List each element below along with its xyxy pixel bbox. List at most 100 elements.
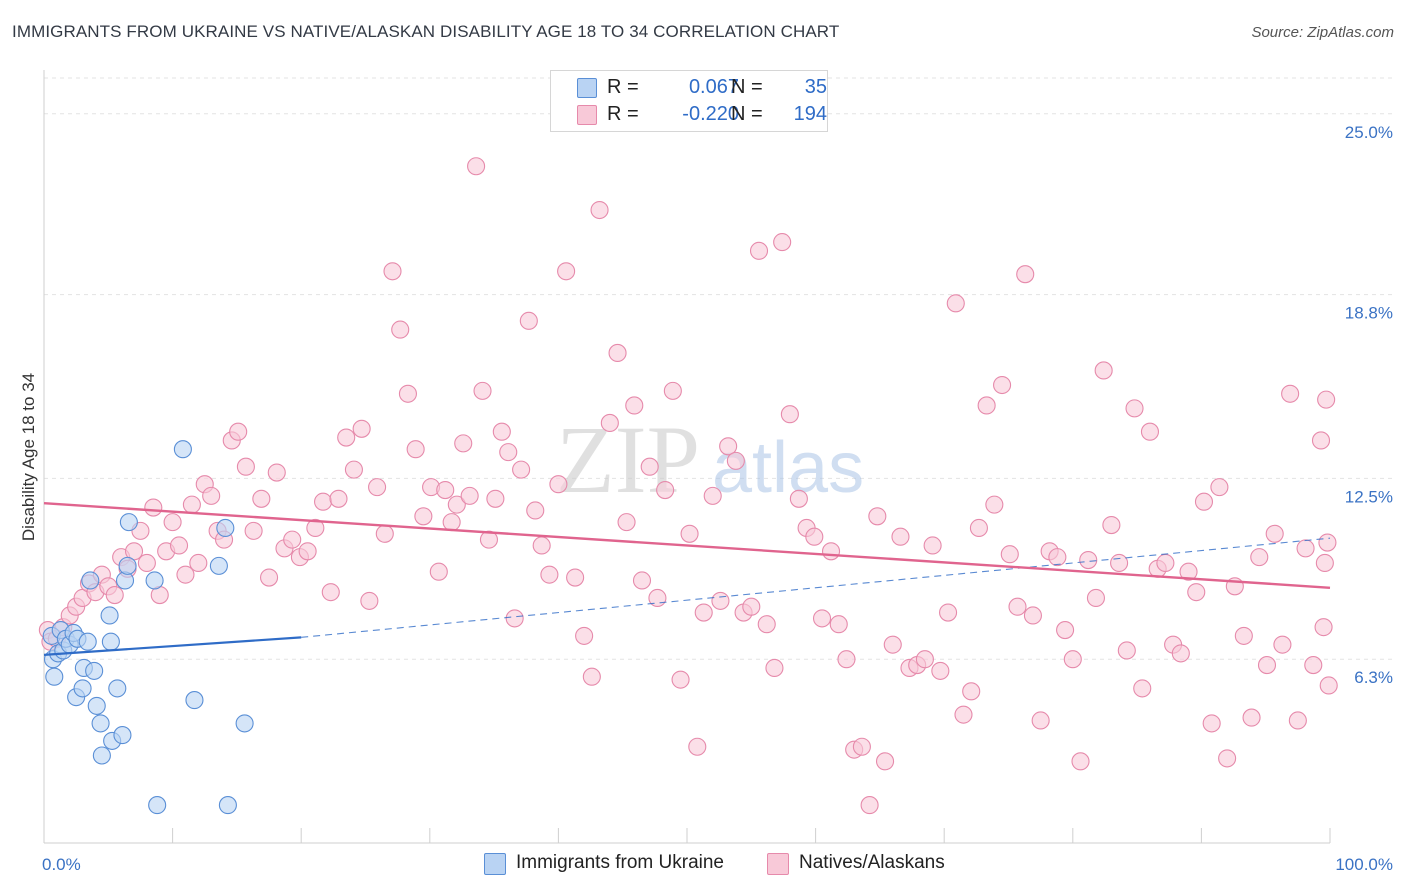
data-point-natives <box>632 571 652 590</box>
y-axis-title: Disability Age 18 to 34 <box>19 373 38 541</box>
data-point-natives <box>1125 399 1144 418</box>
legend-r-value: 0.067 <box>688 76 739 98</box>
data-point-natives <box>1304 656 1323 675</box>
y-tick-label: 12.5% <box>1345 487 1393 506</box>
data-point-natives <box>473 381 492 400</box>
data-point-natives <box>1242 708 1261 727</box>
data-point-natives <box>202 486 221 505</box>
y-tick-labels: 6.3% 12.5% 18.8% 25.0% <box>1345 123 1393 687</box>
data-point-natives <box>398 384 417 403</box>
data-point-ukraine <box>148 796 167 815</box>
series-natives-alaskans <box>38 157 1338 815</box>
data-point-natives <box>182 495 201 514</box>
data-point-natives <box>540 565 559 584</box>
data-point-natives <box>789 489 808 508</box>
data-point-natives <box>711 591 730 610</box>
data-point-natives <box>1273 635 1292 654</box>
data-point-natives <box>479 530 499 549</box>
data-point-natives <box>454 434 473 453</box>
data-point-ukraine <box>235 714 254 733</box>
data-point-natives <box>368 478 387 497</box>
data-point-natives <box>375 524 394 543</box>
data-point-ukraine <box>218 796 237 815</box>
data-point-natives <box>915 650 934 669</box>
data-point-ukraine <box>108 679 127 698</box>
data-point-natives <box>383 262 402 281</box>
data-point-natives <box>512 460 531 479</box>
data-point-natives <box>447 495 466 514</box>
data-point-natives <box>1257 656 1277 675</box>
data-point-natives <box>526 501 545 520</box>
data-point-natives <box>1156 553 1175 573</box>
y-tick-label: 25.0% <box>1345 123 1393 142</box>
data-point-natives <box>1265 524 1284 543</box>
data-point-natives <box>1031 711 1050 730</box>
data-point-natives <box>236 457 255 476</box>
data-point-natives <box>600 413 619 433</box>
data-point-natives <box>252 489 271 508</box>
data-point-natives <box>1210 478 1229 497</box>
data-point-natives <box>969 518 988 538</box>
x-tick-label-min: 0.0% <box>42 855 81 874</box>
data-point-natives <box>765 658 784 678</box>
y-tick-label: 18.8% <box>1345 304 1393 323</box>
data-point-natives <box>1202 714 1221 733</box>
data-point-ukraine <box>118 556 137 575</box>
data-point-ukraine <box>101 632 120 651</box>
data-point-natives <box>852 737 871 756</box>
data-point-natives <box>946 294 965 313</box>
data-point-ukraine <box>85 661 104 680</box>
data-point-natives <box>519 311 538 330</box>
legend-box: R = 0.067 N = 35 R = -0.220 N = 194 <box>550 70 828 132</box>
data-point-natives <box>1288 711 1307 730</box>
data-point-natives <box>321 583 340 602</box>
data-point-natives <box>259 568 279 587</box>
data-point-natives <box>344 460 363 479</box>
data-point-natives <box>1094 361 1113 380</box>
data-point-natives <box>1317 390 1336 409</box>
data-point-natives <box>176 565 195 584</box>
data-point-natives <box>144 498 163 517</box>
data-point-natives <box>1314 618 1333 637</box>
data-point-ukraine <box>216 518 235 538</box>
data-point-natives <box>939 603 958 622</box>
data-point-natives <box>492 422 511 441</box>
legend-n-label: N = <box>731 76 763 98</box>
axes <box>43 70 1331 844</box>
data-point-natives <box>1117 641 1136 660</box>
data-point-natives <box>617 513 636 532</box>
legend-n-value: 35 <box>804 76 827 98</box>
data-point-natives <box>414 507 433 526</box>
data-point-natives <box>244 521 263 540</box>
data-point-natives <box>1102 515 1121 535</box>
data-point-natives <box>1079 551 1098 570</box>
data-point-natives <box>757 615 776 634</box>
data-point-natives <box>694 603 713 622</box>
data-point-natives <box>1318 533 1337 552</box>
data-point-natives <box>688 737 707 756</box>
data-point-natives <box>1056 621 1075 640</box>
y-tick-label: 6.3% <box>1354 668 1393 687</box>
data-point-natives <box>566 568 585 587</box>
data-point-ukraine <box>78 632 97 651</box>
data-point-natives <box>1218 749 1237 768</box>
data-point-natives <box>575 626 594 645</box>
data-point-natives <box>283 530 302 549</box>
data-point-natives <box>460 486 479 505</box>
data-point-natives <box>436 480 455 500</box>
data-point-natives <box>1110 553 1129 573</box>
data-point-ukraine <box>145 571 164 590</box>
data-point-natives <box>1023 606 1042 625</box>
data-point-natives <box>608 343 627 362</box>
x-tick-label-max: 100.0% <box>1335 855 1393 874</box>
data-point-ukraine <box>173 440 192 459</box>
data-point-natives <box>499 443 518 462</box>
data-point-natives <box>703 486 722 505</box>
data-point-natives <box>993 375 1012 395</box>
data-point-natives <box>868 507 887 526</box>
data-point-ukraine <box>92 746 111 765</box>
data-point-natives <box>726 451 745 470</box>
data-point-natives <box>352 419 371 438</box>
data-point-natives <box>891 527 910 546</box>
legend-r-value: -0.220 <box>682 103 739 125</box>
